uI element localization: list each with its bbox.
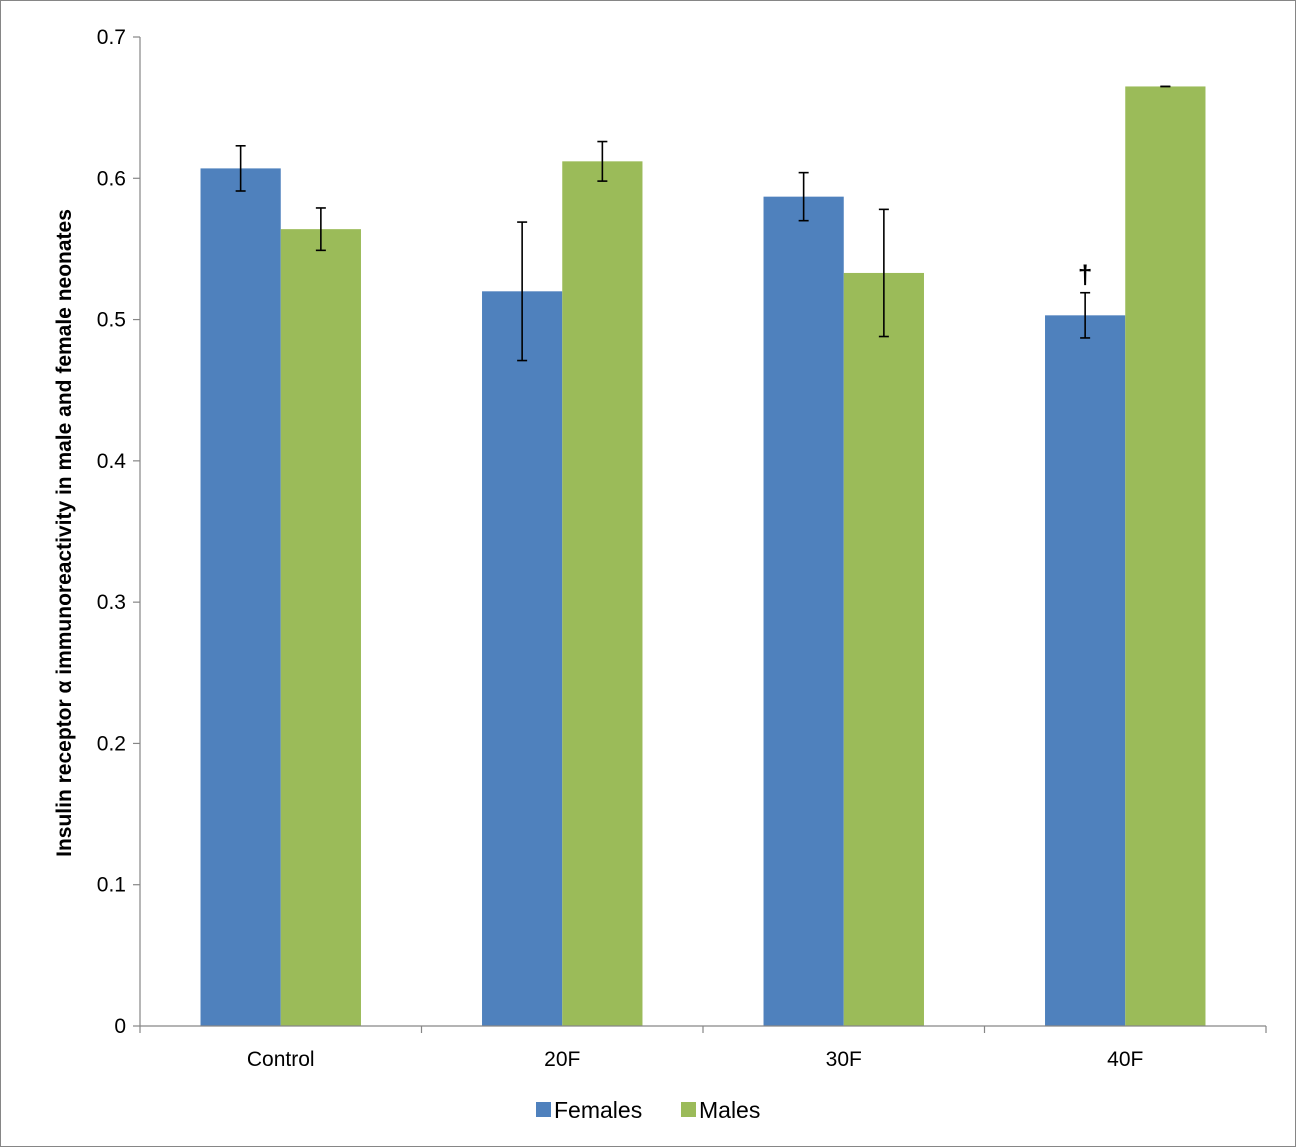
bar-females-30f xyxy=(763,196,844,1027)
annotations-layer: † xyxy=(1078,260,1092,290)
y-tick-label: 0.2 xyxy=(97,732,126,755)
y-tick-label: 0.4 xyxy=(97,450,127,473)
bar-males-20f xyxy=(562,161,643,1026)
y-axis-title: Insulin receptor α immunoreactivity in m… xyxy=(53,209,76,857)
y-tick-label: 0.7 xyxy=(97,26,126,49)
x-tick-label: 30F xyxy=(826,1048,862,1071)
legend-swatch-males xyxy=(681,1102,696,1117)
bar-females-control xyxy=(200,168,281,1026)
legend: Females Males xyxy=(536,1097,760,1123)
bar-males-30f xyxy=(843,272,924,1026)
legend-label-males: Males xyxy=(699,1097,760,1123)
bars-layer xyxy=(200,86,1206,1027)
x-tick-label: 20F xyxy=(544,1048,580,1071)
y-tick-label: 0 xyxy=(114,1015,126,1038)
error-bars-layer xyxy=(235,85,1171,362)
bar-females-20f xyxy=(482,291,563,1026)
y-tick-label: 0.1 xyxy=(97,874,126,897)
x-tick-label: 40F xyxy=(1107,1048,1143,1071)
y-tick-label: 0.6 xyxy=(97,167,126,190)
bar-females-40f xyxy=(1045,315,1126,1026)
bar-males-control xyxy=(280,229,361,1027)
legend-swatch-females xyxy=(536,1102,551,1117)
axes-layer: 0 0.1 0.2 0.3 0.4 0.5 0.6 0.7 Control 20F 30F 40F xyxy=(97,26,1267,1071)
y-tick-label: 0.3 xyxy=(97,591,126,614)
y-tick-label: 0.5 xyxy=(97,309,126,332)
legend-label-females: Females xyxy=(554,1097,642,1123)
significance-dagger: † xyxy=(1078,260,1092,290)
x-tick-label: Control xyxy=(247,1048,315,1071)
bar-males-40f xyxy=(1125,86,1206,1026)
